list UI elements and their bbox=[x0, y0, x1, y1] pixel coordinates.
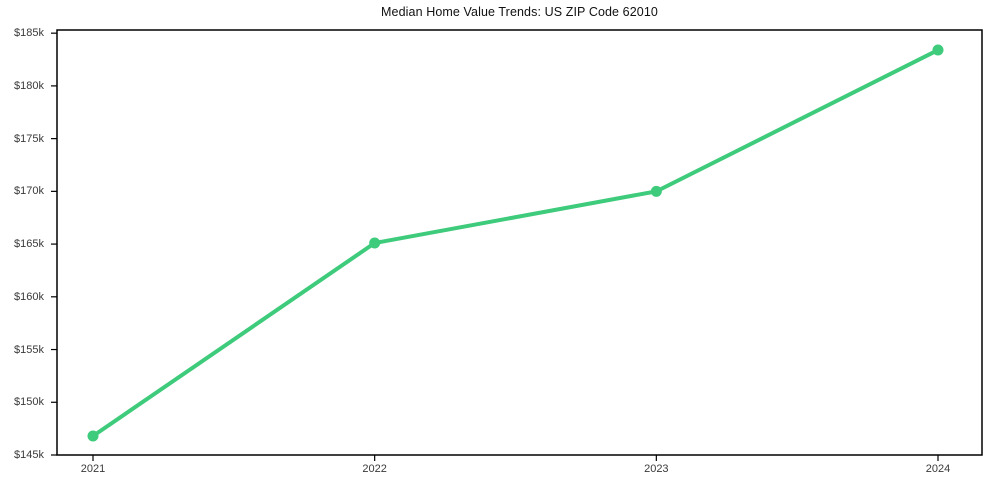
data-point-2021 bbox=[87, 430, 99, 442]
y-tick-label: $160k bbox=[14, 290, 44, 303]
y-tick-label: $155k bbox=[14, 343, 44, 356]
y-tick-label: $180k bbox=[14, 79, 44, 92]
x-tick-label: 2022 bbox=[362, 463, 387, 475]
x-tick-label: 2023 bbox=[644, 463, 669, 475]
y-tick-label: $145k bbox=[14, 449, 44, 461]
x-tick-label: 2021 bbox=[80, 463, 106, 475]
y-tick-label: $150k bbox=[14, 396, 44, 409]
data-point-2024 bbox=[932, 44, 944, 56]
chart-title: Median Home Value Trends: US ZIP Code 62… bbox=[381, 5, 658, 19]
y-tick-label: $185k bbox=[14, 27, 44, 40]
trend-line bbox=[91, 48, 940, 439]
x-tick-label: 2024 bbox=[925, 463, 951, 475]
y-tick-label: $170k bbox=[14, 185, 44, 198]
data-point-2022 bbox=[369, 237, 381, 249]
y-tick-label: $165k bbox=[14, 238, 44, 251]
data-point-2023 bbox=[650, 185, 662, 197]
plot-frame bbox=[56, 29, 983, 456]
y-tick-label: $175k bbox=[14, 132, 44, 145]
